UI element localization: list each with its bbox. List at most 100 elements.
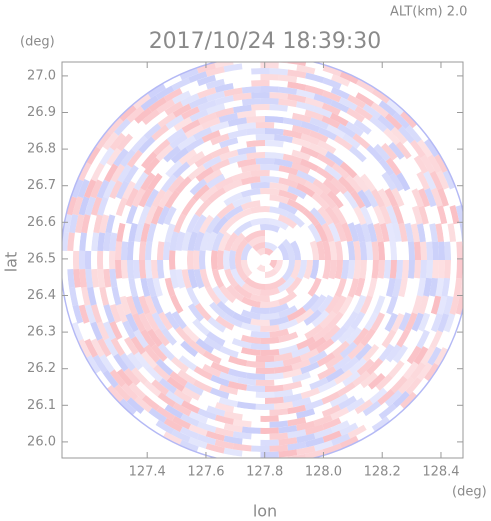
texture-cell xyxy=(147,172,163,192)
texture-cell xyxy=(455,295,463,315)
texture-cell xyxy=(427,154,442,174)
texture-cell xyxy=(278,189,299,202)
texture-cell xyxy=(319,191,337,210)
texture-cell xyxy=(122,320,136,340)
texture-cell xyxy=(347,94,366,109)
texture-cell xyxy=(400,110,418,129)
texture-cell xyxy=(86,355,101,374)
texture-cell xyxy=(214,439,234,450)
texture-cell xyxy=(232,419,252,428)
texture-cell xyxy=(172,90,191,105)
texture-cell xyxy=(290,260,302,280)
texture-cell xyxy=(278,305,298,319)
texture-cell xyxy=(179,80,199,94)
texture-cell xyxy=(185,137,205,153)
texture-cell xyxy=(233,62,252,65)
texture-cell xyxy=(207,187,226,204)
texture-cell xyxy=(373,358,391,377)
texture-cell xyxy=(269,170,290,180)
texture-cell xyxy=(115,303,128,323)
texture-cell xyxy=(443,313,456,333)
texture-cell xyxy=(317,379,337,393)
texture-cell xyxy=(132,241,141,260)
texture-cell xyxy=(274,110,294,119)
texture-cell xyxy=(269,328,290,338)
texture-cell xyxy=(360,328,376,347)
texture-cell xyxy=(300,374,320,387)
texture-cell xyxy=(269,194,290,205)
texture-cell xyxy=(215,315,235,331)
texture-cell xyxy=(69,214,79,234)
texture-cell xyxy=(282,260,295,282)
texture-cell xyxy=(218,231,231,252)
texture-cell xyxy=(62,269,69,288)
texture-cell xyxy=(250,182,270,190)
texture-cell xyxy=(282,129,303,140)
texture-cell xyxy=(214,427,234,438)
texture-cell xyxy=(429,330,443,350)
texture-cell xyxy=(151,189,166,208)
texture-cell xyxy=(125,204,138,225)
texture-cell xyxy=(153,364,171,382)
texture-cell xyxy=(158,343,175,361)
texture-cell xyxy=(269,315,290,326)
texture-cell xyxy=(152,223,163,243)
texture-cell xyxy=(163,87,183,102)
texture-cell xyxy=(278,425,298,434)
texture-cell xyxy=(317,206,334,226)
texture-cell xyxy=(294,209,313,227)
texture-cell xyxy=(250,306,270,315)
texture-cell xyxy=(308,350,328,365)
texture-cell xyxy=(209,301,227,319)
texture-cell xyxy=(355,159,372,177)
texture-cell xyxy=(151,379,170,396)
texture-cell xyxy=(235,238,248,260)
texture-cell xyxy=(212,285,229,305)
texture-cell xyxy=(339,341,358,359)
texture-cell xyxy=(287,441,307,451)
texture-cell xyxy=(432,260,439,279)
texture-cell xyxy=(362,344,380,362)
texture-cell xyxy=(434,154,449,173)
texture-cell xyxy=(410,361,426,381)
texture-cell xyxy=(309,390,329,403)
texture-cell xyxy=(322,90,342,103)
texture-cell xyxy=(444,260,452,279)
texture-cell xyxy=(211,348,231,362)
texture-cell xyxy=(222,340,243,353)
texture-cell xyxy=(171,190,187,209)
texture-cell xyxy=(349,357,367,375)
texture-cell xyxy=(106,147,122,167)
texture-cell xyxy=(236,122,256,131)
texture-cell xyxy=(375,129,393,146)
texture-cell xyxy=(383,241,392,260)
texture-cell xyxy=(206,91,226,102)
texture-cell xyxy=(305,424,325,436)
texture-cell xyxy=(130,165,146,184)
texture-cell xyxy=(370,344,387,363)
texture-cell xyxy=(337,381,356,397)
texture-cell xyxy=(175,176,192,194)
texture-cell xyxy=(377,188,392,208)
texture-cell xyxy=(223,192,243,207)
texture-cell xyxy=(316,153,336,168)
texture-cell xyxy=(322,178,341,196)
texture-cell xyxy=(219,285,237,304)
texture-cell xyxy=(210,374,230,387)
texture-cell xyxy=(119,204,132,225)
texture-cell xyxy=(356,144,375,162)
texture-cell xyxy=(265,230,287,243)
texture-cell xyxy=(309,260,320,280)
texture-cell xyxy=(300,361,320,375)
texture-cell xyxy=(227,380,248,391)
texture-cell xyxy=(140,409,159,425)
texture-cell xyxy=(165,342,183,360)
texture-cell xyxy=(218,397,238,408)
texture-cell xyxy=(418,205,429,225)
texture-cell xyxy=(296,433,316,444)
texture-cell xyxy=(395,241,403,260)
texture-cell xyxy=(375,374,393,391)
texture-cell xyxy=(109,196,122,216)
texture-cell xyxy=(317,366,337,381)
texture-cell xyxy=(150,295,164,315)
